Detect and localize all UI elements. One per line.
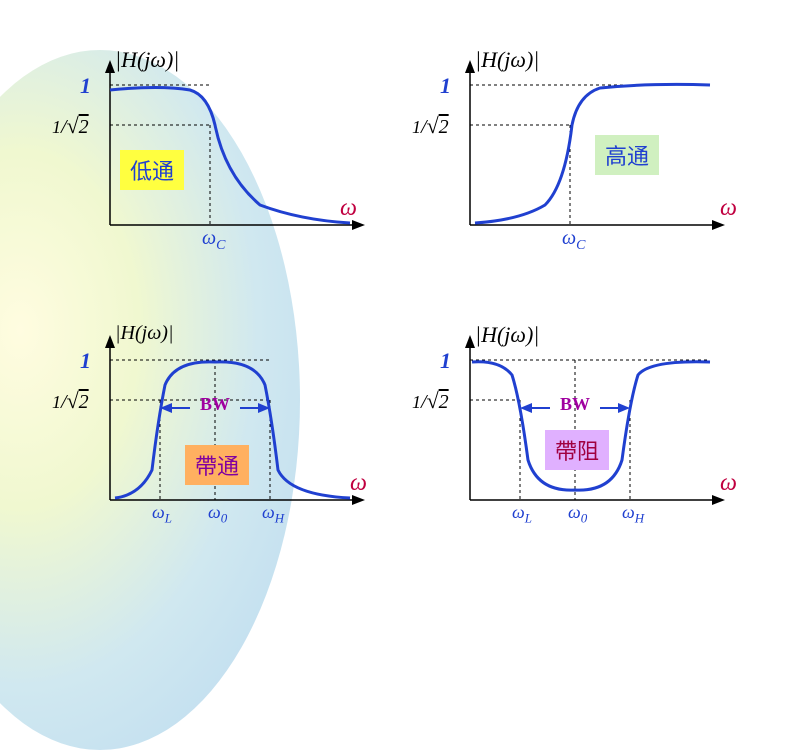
panel-bandpass: |H(jω)| 1 1/√2 ω BW ωL ω0 ωH 帶通: [60, 330, 380, 540]
bandpass-wl: ωL: [152, 502, 172, 527]
bandpass-one: 1: [80, 348, 91, 374]
panel-highpass: |H(jω)| 1 1/√2 ω ωC 高通: [420, 55, 740, 265]
panel-bandstop: |H(jω)| 1 1/√2 ω BW ωL ω0 ωH 帶阻: [420, 330, 740, 540]
bandpass-ylabel: |H(jω)|: [115, 322, 173, 345]
bandpass-title: 帶通: [185, 445, 249, 485]
highpass-one: 1: [440, 73, 451, 99]
bandstop-wl: ωL: [512, 502, 532, 527]
bandstop-title: 帶阻: [545, 430, 609, 470]
lowpass-ylabel: |H(jω)|: [115, 47, 179, 73]
lowpass-wc: ωC: [202, 227, 225, 254]
bandpass-bw: BW: [200, 394, 230, 415]
bandstop-one: 1: [440, 348, 451, 374]
bandstop-ylabel: |H(jω)|: [475, 322, 539, 348]
bandpass-w0: ω0: [208, 502, 227, 527]
highpass-sqrt: 1/√2: [412, 113, 449, 139]
bandstop-omega: ω: [720, 470, 737, 497]
lowpass-title: 低通: [120, 150, 184, 190]
bandstop-sqrt: 1/√2: [412, 388, 449, 414]
highpass-ylabel: |H(jω)|: [475, 47, 539, 73]
lowpass-omega: ω: [340, 195, 357, 222]
bandstop-w0: ω0: [568, 502, 587, 527]
bandstop-bw: BW: [560, 394, 590, 415]
bandpass-omega: ω: [350, 470, 367, 497]
highpass-title: 高通: [595, 135, 659, 175]
lowpass-one: 1: [80, 73, 91, 99]
highpass-omega: ω: [720, 195, 737, 222]
bandpass-wh: ωH: [262, 502, 284, 527]
panel-lowpass: |H(jω)| 1 1/√2 ω ωC 低通: [60, 55, 380, 265]
bandstop-wh: ωH: [622, 502, 644, 527]
bandpass-sqrt: 1/√2: [52, 388, 89, 414]
lowpass-sqrt: 1/√2: [52, 113, 89, 139]
highpass-wc: ωC: [562, 227, 585, 254]
